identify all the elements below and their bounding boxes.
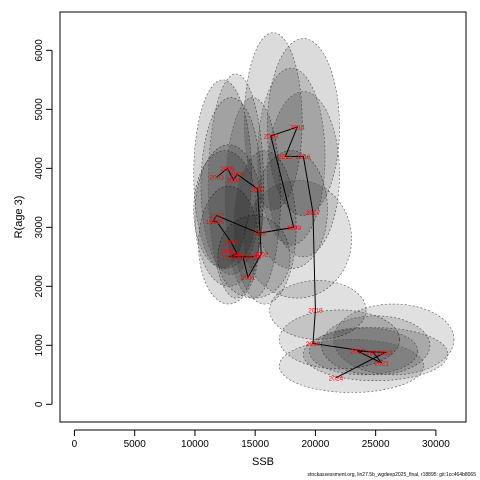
x-axis: 0 5000 10000 15000 20000 25000 30000 <box>72 429 450 450</box>
point-label-2015: 2015 <box>278 154 293 161</box>
confidence-ellipse-2024 <box>278 339 425 393</box>
confidence-ellipse-2023 <box>333 303 455 376</box>
confidence-ellipses <box>193 32 455 393</box>
y-tick-label-5000: 5000 <box>34 98 45 121</box>
point-label-2006: 2006 <box>230 172 245 179</box>
confidence-ellipse-2007 <box>224 97 281 299</box>
point-label-2013: 2013 <box>264 133 279 140</box>
point-label-2017: 2017 <box>306 210 321 217</box>
confidence-ellipse-2003 <box>193 79 252 269</box>
confidence-ellipse-2016 <box>266 91 340 258</box>
y-tick-label-3000: 3000 <box>34 216 45 239</box>
confidence-ellipse-2018 <box>269 280 367 340</box>
confidence-ellipse-2021 <box>303 327 449 382</box>
point-label-2004: 2004 <box>226 178 241 185</box>
confidence-ellipse-2013 <box>244 32 303 210</box>
point-label-1996: 1996 <box>206 219 221 226</box>
point-label-1998: 1998 <box>252 231 267 238</box>
trajectory-line <box>212 126 388 379</box>
confidence-ellipse-2014 <box>266 38 340 216</box>
point-label-2007: 2007 <box>250 186 265 193</box>
x-tick-label-15000: 15000 <box>241 439 269 450</box>
y-tick-label-6000: 6000 <box>34 39 45 62</box>
x-tick-label-10000: 10000 <box>181 439 209 450</box>
point-label-1991: 1991 <box>221 254 236 261</box>
plot-frame <box>59 11 467 423</box>
point-label-2024: 2024 <box>329 375 344 382</box>
confidence-ellipse-2020 <box>321 315 431 376</box>
point-label-1993: 1993 <box>230 251 245 258</box>
point-label-2001: 2001 <box>241 275 256 282</box>
point-label-1994: 1994 <box>224 240 239 247</box>
x-tick-label-30000: 30000 <box>422 439 450 450</box>
confidence-ellipse-1991 <box>198 185 260 305</box>
y-tick-label-0: 0 <box>34 401 45 407</box>
confidence-ellipse-2005 <box>207 73 264 299</box>
x-tick-label-5000: 5000 <box>124 439 147 450</box>
confidence-ellipse-1999 <box>254 150 328 269</box>
x-tick-label-25000: 25000 <box>362 439 390 450</box>
point-label-2000: 2000 <box>236 254 251 261</box>
point-label-2016: 2016 <box>296 154 311 161</box>
point-label-2020: 2020 <box>366 350 381 357</box>
point-label-1999: 1999 <box>286 225 301 232</box>
point-label-2021: 2021 <box>374 361 389 368</box>
y-axis: 0 1000 2000 3000 4000 5000 6000 <box>34 39 53 407</box>
confidence-ellipse-2017 <box>242 179 352 299</box>
point-label-1992: 1992 <box>220 248 235 255</box>
footer-text: stockassessment.org, lin27.5b_wgdeep2025… <box>307 472 476 478</box>
x-tick-label-20000: 20000 <box>302 439 330 450</box>
point-label-2018: 2018 <box>308 307 323 314</box>
y-axis-label: R(age 3) <box>13 196 25 239</box>
point-label-2019: 2019 <box>306 341 321 348</box>
confidence-ellipse-1998 <box>233 150 297 305</box>
point-label-2005: 2005 <box>220 166 235 173</box>
x-tick-label-0: 0 <box>72 439 78 450</box>
x-axis-label: SSB <box>252 456 274 468</box>
y-tick-label-2000: 2000 <box>34 275 45 298</box>
point-label-2014: 2014 <box>290 125 305 132</box>
point-label-1997: 1997 <box>209 213 224 220</box>
point-label-2002: 2002 <box>254 251 269 258</box>
point-label-1990: 1990 <box>247 254 262 261</box>
y-tick-label-4000: 4000 <box>34 157 45 180</box>
confidence-ellipse-2019 <box>278 309 401 370</box>
point-label-2003: 2003 <box>209 175 224 182</box>
y-tick-label-1000: 1000 <box>34 334 45 357</box>
point-label-1995: 1995 <box>209 219 224 226</box>
point-label-2023: 2023 <box>378 350 393 357</box>
trajectory-polyline <box>212 126 388 379</box>
point-label-2022: 2022 <box>350 349 365 356</box>
